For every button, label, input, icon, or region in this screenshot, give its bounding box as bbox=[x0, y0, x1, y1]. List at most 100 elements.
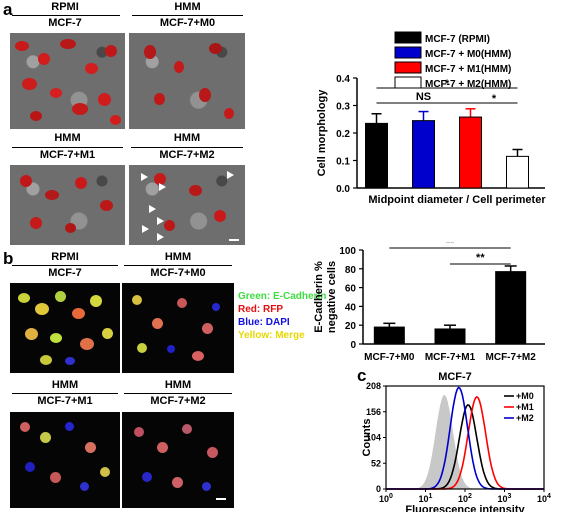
y-tick-label: 0.2 bbox=[336, 129, 350, 140]
divider bbox=[12, 15, 120, 16]
bar bbox=[365, 122, 388, 189]
y-tick-label: 0 bbox=[376, 484, 381, 494]
panel-b-letter: b bbox=[3, 249, 14, 268]
arrowhead bbox=[141, 173, 148, 181]
micrograph-a-mcf7-m0 bbox=[129, 33, 245, 129]
x-tick-label: 102 bbox=[458, 493, 472, 504]
arrowhead bbox=[159, 183, 166, 191]
y-tick-label: 0.3 bbox=[336, 102, 350, 113]
legend-swatch bbox=[394, 46, 422, 59]
x-tick-label: 101 bbox=[419, 493, 433, 504]
panel-a-label-1: MCF-7 bbox=[48, 17, 82, 29]
y-tick-label: 0 bbox=[350, 340, 356, 351]
y-axis-title: Counts bbox=[362, 419, 373, 457]
panel-a-medium-3: HMM bbox=[54, 132, 81, 144]
legend-swatch bbox=[394, 61, 422, 74]
panel-b-label-1: MCF-7 bbox=[48, 267, 82, 279]
y-tick-label: 80 bbox=[345, 265, 357, 276]
divider bbox=[132, 15, 243, 16]
divider bbox=[124, 393, 232, 394]
x-tick-label: 100 bbox=[379, 493, 393, 504]
y-axis-title: negative cells bbox=[326, 261, 338, 333]
y-tick-label: 0.1 bbox=[336, 157, 350, 168]
micrograph-a-mcf7-m1 bbox=[10, 165, 125, 245]
fluorescence-b-mcf7-m2 bbox=[122, 412, 234, 508]
legend-label: MCF-7 (RPMI) bbox=[425, 34, 490, 45]
y-tick-label: 208 bbox=[366, 381, 381, 391]
y-tick-label: 0.0 bbox=[336, 184, 350, 195]
y-tick-label: 100 bbox=[339, 246, 356, 257]
divider bbox=[131, 147, 243, 148]
divider bbox=[12, 393, 118, 394]
bar bbox=[412, 120, 435, 189]
micrograph-a-mcf7 bbox=[10, 33, 125, 129]
arrowhead bbox=[142, 225, 149, 233]
bar bbox=[506, 155, 529, 189]
arrowhead bbox=[157, 233, 164, 241]
legend-green-label: Green: E-Cadherin bbox=[238, 291, 327, 302]
fluorescence-b-mcf7-m1 bbox=[10, 412, 120, 508]
divider bbox=[124, 265, 232, 266]
x-axis-title: Fluorescence intensity bbox=[405, 504, 525, 512]
fluorescence-b-mcf7 bbox=[10, 283, 120, 373]
significance-label: ** bbox=[446, 242, 455, 249]
legend-swatch bbox=[394, 76, 422, 89]
y-tick-label: 60 bbox=[345, 284, 357, 295]
legend-label: MCF-7 + M2(HMM) bbox=[425, 79, 511, 90]
y-axis-title: E-Cadherin % bbox=[313, 261, 325, 333]
chart-title: MCF-7 bbox=[438, 371, 472, 383]
panel-a-medium-4: HMM bbox=[173, 132, 201, 144]
micrograph-a-mcf7-m2 bbox=[129, 165, 245, 245]
x-axis-title: Midpoint diameter / Cell perimeter bbox=[368, 194, 546, 206]
arrowhead bbox=[149, 205, 156, 213]
y-tick-label: 0.4 bbox=[336, 74, 350, 85]
panel-b-label-4: MCF-7+M2 bbox=[150, 395, 206, 407]
x-tick-label: MCF-7+M2 bbox=[486, 352, 537, 363]
arrowhead bbox=[227, 171, 234, 179]
significance-label: * bbox=[445, 78, 450, 90]
panel-a-label-4: MCF-7+M2 bbox=[159, 149, 215, 161]
scale-bar bbox=[229, 239, 239, 241]
fluorescence-legend: Green: E-Cadherin Red: RFP Blue: DAPI Ye… bbox=[238, 290, 326, 342]
chart-flow-histogram: MCF-7 0 52 104 156 208 100 101 102 103 104 Fluoresc… bbox=[362, 371, 551, 512]
y-tick-label: 40 bbox=[345, 302, 357, 313]
legend-label: +M0 bbox=[516, 391, 534, 401]
legend-label: MCF-7 + M0(HMM) bbox=[425, 49, 511, 60]
panel-a-letter: a bbox=[3, 0, 13, 19]
chart-cell-morphology: MCF-7 (RPMI) MCF-7 + M0(HMM) MCF-7 + M1(HM… bbox=[316, 31, 546, 206]
panel-b-medium-3: HMM bbox=[51, 379, 79, 391]
y-axis-title: Cell morphology bbox=[316, 89, 328, 177]
panel-b-medium-1: RPMI bbox=[51, 251, 79, 263]
significance-label: ** bbox=[476, 252, 485, 264]
legend-yellow-label: Yellow: Merge bbox=[238, 330, 305, 341]
y-tick-label: 156 bbox=[366, 407, 381, 417]
panel-a-label-2: MCF-7+M0 bbox=[159, 17, 216, 29]
panel-b-medium-4: HMM bbox=[164, 379, 192, 391]
y-tick-label: 20 bbox=[345, 321, 357, 332]
legend-swatch bbox=[394, 31, 422, 44]
arrowhead bbox=[157, 217, 164, 225]
panel-a-medium-2: HMM bbox=[174, 1, 201, 13]
bar bbox=[434, 328, 466, 345]
scale-bar bbox=[216, 498, 226, 500]
legend-label: MCF-7 + M1(HMM) bbox=[425, 64, 511, 75]
y-tick-label: 104 bbox=[366, 433, 381, 443]
panel-a-medium-1: RPMI bbox=[51, 1, 79, 13]
significance-label: NS bbox=[416, 91, 431, 103]
bar bbox=[459, 116, 482, 189]
panel-b-label-3: MCF-7+M1 bbox=[37, 395, 93, 407]
panel-c-letter: c bbox=[357, 366, 367, 385]
significance-label: * bbox=[492, 93, 497, 105]
legend-label: +M1 bbox=[516, 402, 534, 412]
y-tick-label: 52 bbox=[371, 458, 381, 468]
panel-b-medium-2: HMM bbox=[164, 251, 192, 263]
x-tick-label: MCF-7+M0 bbox=[364, 352, 415, 363]
divider bbox=[12, 265, 118, 266]
x-tick-label: 104 bbox=[537, 493, 551, 504]
legend-red-label: Red: RFP bbox=[238, 304, 283, 315]
panel-a-label-3: MCF-7+M1 bbox=[39, 149, 96, 161]
chart-ecadherin-negative: 0 20 40 60 80 100 MCF-7+M0 MCF-7+M1 MCF-7+M2 ** **… bbox=[313, 242, 545, 363]
x-tick-label: 103 bbox=[498, 493, 512, 504]
legend-blue-label: Blue: DAPI bbox=[238, 317, 290, 328]
fluorescence-b-mcf7-m0 bbox=[122, 283, 234, 373]
